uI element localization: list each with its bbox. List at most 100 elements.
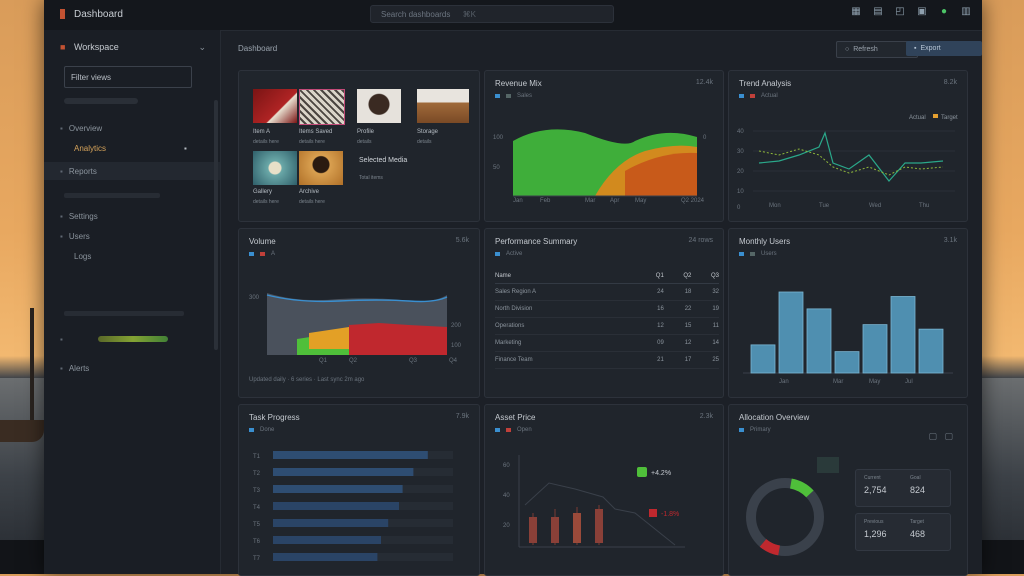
card-asset-price: Asset Price 2.3k Open 60 40 20 +4.2% -1. — [484, 404, 724, 576]
bar[interactable] — [834, 351, 860, 374]
sidebar-item-blank[interactable]: ▪ — [60, 335, 63, 344]
y-tick-label: 20 — [737, 169, 744, 175]
kpi-card[interactable]: Previous 1,296 Target 468 — [855, 513, 951, 551]
sidebar-item-overview[interactable]: ▪ Overview — [60, 124, 103, 133]
export-icon: ▪ — [914, 45, 917, 52]
y-tick-label: 0 — [703, 135, 707, 141]
table-row[interactable]: Finance Team 21 17 25 — [495, 351, 719, 369]
chart-footer: Updated daily · 6 series · Last sync 2m … — [249, 377, 365, 383]
sidebar-scrollbar[interactable] — [214, 100, 218, 350]
sidebar-subitem-analytics[interactable]: Analytics ▪ — [74, 144, 187, 153]
sidebar-item-reports[interactable]: ▪ Reports — [60, 167, 97, 176]
grid-icon[interactable]: ▦ — [851, 6, 861, 17]
bar[interactable] — [750, 344, 776, 374]
bar[interactable] — [273, 553, 378, 561]
x-tick-label: Jan — [779, 379, 789, 385]
y-tick-label: 40 — [503, 493, 510, 499]
sidebar-item-settings[interactable]: ▪ Settings — [60, 212, 98, 221]
thumbnail-image[interactable] — [299, 89, 345, 125]
boat-mast — [30, 308, 34, 428]
status-icon[interactable]: ● — [940, 6, 948, 17]
kpi-card[interactable]: Current 2,754 Goal 824 — [855, 469, 951, 507]
selected-media-sub: Total items — [359, 175, 383, 181]
thumbnail-image[interactable] — [299, 151, 343, 185]
bar-label: T1 — [253, 454, 261, 460]
bar[interactable] — [862, 324, 888, 374]
sidebar-item-logs[interactable]: Logs — [74, 252, 92, 261]
column-header[interactable]: Name — [495, 269, 637, 284]
bar[interactable] — [273, 468, 414, 476]
card-meta: 7.9k — [455, 413, 469, 420]
bar[interactable] — [918, 328, 944, 374]
export-button[interactable]: ▪ Export — [906, 41, 982, 56]
bar-chart: Jan Mar May Jul — [743, 291, 953, 385]
bookmark-icon[interactable]: ▤ — [873, 6, 883, 17]
legend-swatch — [495, 252, 500, 256]
thumb-subtitle: details here — [253, 199, 279, 205]
table-row[interactable]: North Division 16 22 19 — [495, 300, 719, 318]
legend-swatch — [495, 428, 500, 432]
sidebar-item-alerts[interactable]: ▪ Alerts — [60, 364, 90, 373]
thumbnail-image[interactable] — [357, 89, 401, 123]
user-icon[interactable]: ▥ — [961, 6, 971, 17]
area-chart: 100 50 0 Jan Feb Mar Apr May Q2 2024 — [493, 129, 707, 204]
thumbnail-image[interactable] — [253, 151, 297, 185]
legend-swatch — [739, 94, 744, 98]
sidebar-progress-bar — [98, 336, 168, 342]
legend-swatch — [750, 252, 755, 256]
x-tick-label: Jan — [513, 198, 523, 204]
bar[interactable] — [890, 296, 916, 374]
legend-swatch — [249, 428, 254, 432]
line-chart: Actual Target 40 30 20 10 0 Mon Tue Wed … — [737, 114, 958, 211]
legend-swatch — [249, 252, 254, 256]
x-tick-label: Q2 — [349, 358, 358, 364]
column-header[interactable]: Q2 — [663, 269, 692, 284]
bar[interactable] — [273, 536, 381, 544]
legend-swatch — [739, 252, 744, 256]
card-allocation-overview: Allocation Overview Primary ▢ ▢ Current … — [728, 404, 968, 576]
card-performance-table: Performance Summary 24 rows Active Name … — [484, 228, 724, 398]
sidebar-header[interactable]: ■ Workspace ⌄ — [60, 42, 206, 52]
bar[interactable] — [778, 291, 804, 374]
card-volume: Volume 5.6k A 300 200 100 Q1 Q2 Q3 Q4 Up… — [238, 228, 480, 398]
table-row[interactable]: Marketing 09 12 14 — [495, 334, 719, 352]
search-input[interactable]: Search dashboards ⌘K — [370, 5, 614, 23]
chart-legend: Users — [739, 251, 777, 257]
card-title: Monthly Users — [739, 237, 791, 246]
notification-icon[interactable]: ◰ — [895, 6, 905, 17]
column-header[interactable]: Q1 — [636, 269, 664, 284]
settings-icon[interactable]: ▣ — [917, 6, 927, 17]
sidebar-placeholder-line — [64, 311, 184, 316]
thumbnail-image[interactable] — [417, 89, 469, 123]
x-tick-label: Wed — [869, 203, 881, 209]
expand-icon[interactable]: ▢ — [944, 431, 953, 441]
column-header[interactable]: Q3 — [691, 269, 719, 284]
sidebar-item-users[interactable]: ▪ Users — [60, 232, 90, 241]
table-row[interactable]: Operations 12 15 11 — [495, 317, 719, 335]
page-title: Dashboard — [238, 44, 278, 53]
copy-icon[interactable]: ▢ — [928, 431, 937, 441]
bar[interactable] — [273, 451, 428, 459]
bar[interactable] — [273, 485, 403, 493]
workspace-icon: ■ — [60, 42, 66, 52]
chart-legend: Sales — [495, 93, 532, 99]
legend-swatch — [260, 252, 265, 256]
bar[interactable] — [273, 502, 399, 510]
bar[interactable] — [806, 308, 832, 374]
x-tick-label: Mar — [833, 379, 843, 385]
chevron-down-icon[interactable]: ⌄ — [198, 42, 206, 52]
donut-segment-red — [746, 478, 824, 556]
bar-label: T5 — [253, 522, 261, 528]
card-meta: 24 rows — [688, 237, 713, 244]
app-title: Dashboard — [74, 9, 123, 20]
thumbnail-image[interactable] — [253, 89, 297, 123]
bar[interactable] — [273, 519, 389, 527]
y-tick-label: 60 — [503, 463, 510, 469]
y-tick-label: 300 — [249, 295, 260, 301]
x-tick-label: Jul — [905, 379, 913, 385]
table-row[interactable]: Sales Region A 24 18 32 — [495, 283, 719, 301]
chart-legend: Done — [249, 427, 274, 433]
badge-icon: ▪ — [184, 144, 187, 153]
sidebar-filter-input[interactable]: Filter views — [64, 66, 192, 88]
x-tick-label: May — [869, 379, 880, 385]
